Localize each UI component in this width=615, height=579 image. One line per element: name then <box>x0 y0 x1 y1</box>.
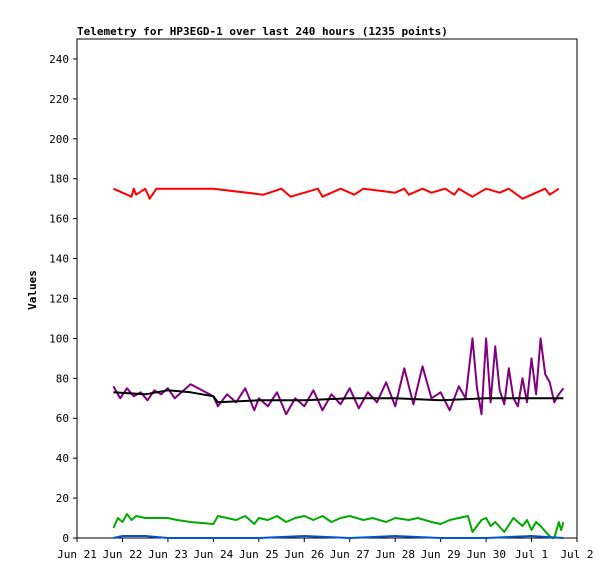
y-tick-label: 80 <box>56 372 69 385</box>
series-layer <box>112 187 565 539</box>
y-tick-label: 60 <box>56 412 69 425</box>
x-tick-label: Jun 30 <box>466 548 506 561</box>
y-tick-label: 120 <box>49 292 69 305</box>
series-line-3 <box>113 389 564 404</box>
x-tick-label: Jun 25 <box>239 548 279 561</box>
x-tick-label: Jun 26 <box>284 548 324 561</box>
y-tick-label: 200 <box>49 133 69 146</box>
y-tick-label: 180 <box>49 173 69 186</box>
x-tick-label: Jul 1 <box>515 548 548 561</box>
x-tick-label: Jun 22 <box>103 548 143 561</box>
y-tick-label: 100 <box>49 332 69 345</box>
x-tick-label: Jun 23 <box>148 548 188 561</box>
x-tick-label: Jul 2 <box>560 548 593 561</box>
y-axis: 0 20 40 60 80 100 120 140 160 180 200 220 240 <box>49 53 77 545</box>
x-tick-label: Jun 24 <box>193 548 233 561</box>
series-line-2 <box>112 337 565 416</box>
series-line-1 <box>112 187 560 200</box>
y-tick-label: 160 <box>49 213 69 226</box>
plot-frame <box>76 38 578 539</box>
y-axis-label: Values <box>26 270 39 310</box>
x-axis: Jun 21 Jun 22 Jun 23 Jun 24 Jun 25 Jun 26 Jun … <box>57 538 594 561</box>
x-tick-label: Jun 21 <box>57 548 97 561</box>
y-tick-label: 220 <box>49 93 69 106</box>
x-tick-label: Jun 29 <box>421 548 461 561</box>
y-tick-label: 40 <box>56 452 69 465</box>
y-tick-label: 0 <box>62 532 69 545</box>
series-line-5 <box>113 535 564 539</box>
chart-title: Telemetry for HP3EGD-1 over last 240 hou… <box>77 25 448 38</box>
x-tick-label: Jun 28 <box>375 548 415 561</box>
y-tick-label: 140 <box>49 253 69 266</box>
series-line-4 <box>112 513 565 539</box>
y-tick-label: 20 <box>56 492 69 505</box>
y-tick-label: 240 <box>49 53 69 66</box>
x-tick-label: Jun 27 <box>330 548 370 561</box>
